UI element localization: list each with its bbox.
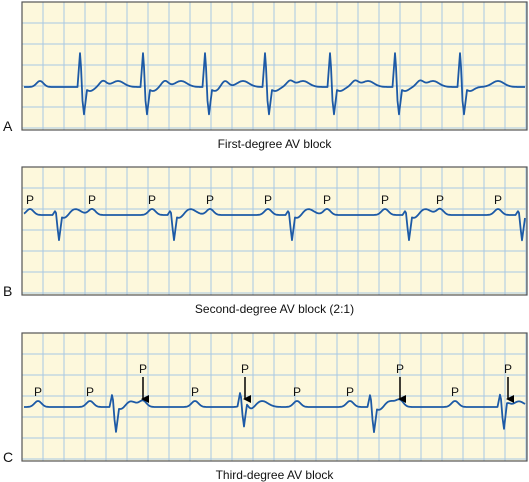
p-label: P — [241, 362, 249, 376]
p-label: P — [86, 385, 94, 399]
ecg-panel: A First-degree AV block — [3, 1, 528, 151]
p-label: P — [88, 193, 96, 207]
p-label: P — [436, 193, 444, 207]
p-label: P — [139, 362, 147, 376]
ecg-trace — [23, 52, 526, 116]
ecg-panel: P P P P P P P P P P C Third-degree AV block — [3, 332, 528, 482]
p-label: P — [206, 193, 214, 207]
ecg-trace — [23, 392, 526, 433]
panel-letter: A — [3, 118, 13, 134]
panel-letter: B — [3, 283, 12, 299]
panel-caption: Second-degree AV block (2:1) — [195, 302, 354, 316]
p-label: P — [396, 362, 404, 376]
p-label: P — [293, 385, 301, 399]
panel-caption: Third-degree AV block — [216, 468, 335, 482]
p-label: P — [26, 193, 34, 207]
p-label: P — [381, 193, 389, 207]
p-label: P — [148, 193, 156, 207]
p-label: P — [504, 362, 512, 376]
p-label: P — [494, 193, 502, 207]
p-label: P — [323, 193, 331, 207]
panel-caption: First-degree AV block — [218, 137, 333, 151]
strip-border — [21, 1, 528, 131]
strip-border — [21, 166, 528, 296]
p-label: P — [34, 385, 42, 399]
p-label: P — [451, 385, 459, 399]
ecg-panel: P P P P P P P P P B Second-degree AV block (2:1) — [3, 166, 528, 316]
panel-letter: C — [3, 449, 13, 465]
p-label: P — [264, 193, 272, 207]
strip-border — [21, 332, 528, 462]
p-label: P — [346, 385, 354, 399]
p-label: P — [191, 385, 199, 399]
ecg-trace — [23, 207, 526, 242]
